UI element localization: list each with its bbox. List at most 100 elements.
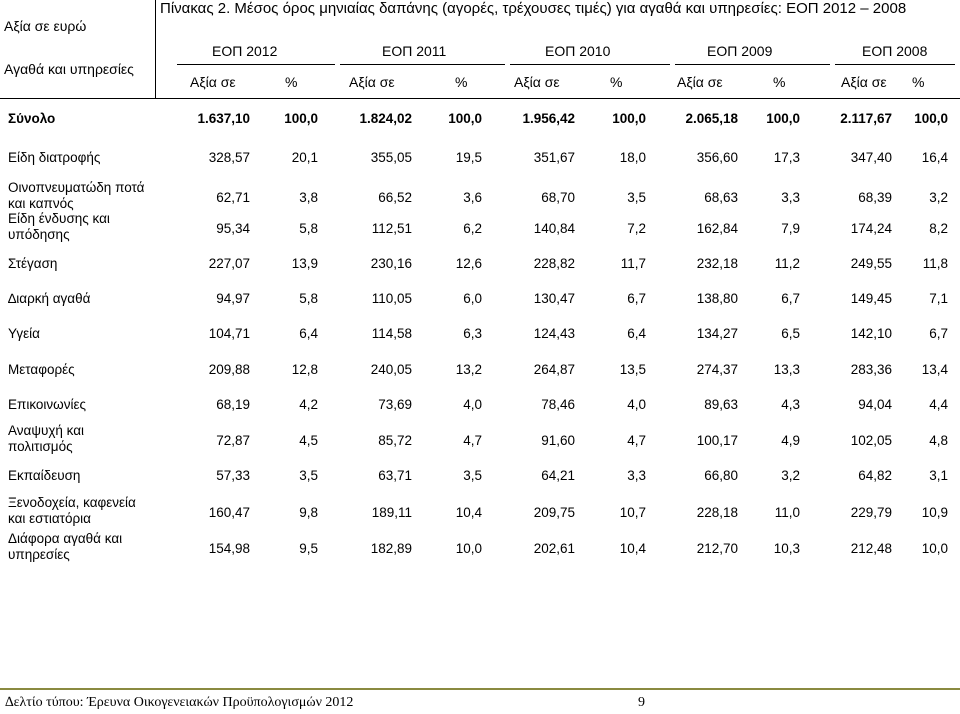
cell-value: 202,61	[533, 541, 575, 556]
row-label: Αναψυχή και πολιτισμός	[8, 423, 84, 455]
row-label-line: Αναψυχή και	[8, 423, 85, 438]
cell-percent: 3,5	[299, 468, 318, 483]
cell-value: 57,33	[216, 468, 250, 483]
row-label: Είδη διατροφής	[8, 150, 100, 166]
row-label-line: Εκπαίδευση	[8, 468, 81, 483]
cell-percent: 6,4	[299, 326, 318, 341]
cell-percent: 4,4	[929, 397, 948, 412]
cell-value: 68,19	[216, 397, 250, 412]
subheader-percent: %	[912, 74, 925, 90]
cell-value: 94,97	[216, 291, 250, 306]
subheader-percent: %	[455, 74, 468, 90]
cell-value: 73,69	[378, 397, 412, 412]
page-number: 9	[638, 695, 645, 710]
cell-percent: 17,3	[773, 150, 800, 165]
cell-value: 347,40	[850, 150, 892, 165]
cell-value: 85,72	[378, 433, 412, 448]
row-label: Είδη ένδυσης και υπόδησης	[8, 211, 110, 243]
row-label-line: Είδη διατροφής	[8, 150, 101, 165]
cell-value: 102,05	[850, 433, 892, 448]
cell-value: 1.637,10	[197, 111, 250, 126]
cell-value: 2.117,67	[840, 111, 892, 126]
row-label-line: ∆ιαρκή αγαθά	[8, 291, 91, 306]
subheader-percent: %	[610, 74, 623, 90]
cell-percent: 3,2	[781, 468, 800, 483]
cell-percent: 3,1	[929, 468, 948, 483]
row-label: Εκπαίδευση	[8, 468, 80, 484]
cell-value: 274,37	[696, 362, 738, 377]
cell-percent: 3,5	[627, 190, 646, 205]
cell-percent: 3,5	[463, 468, 482, 483]
cell-value: 227,07	[208, 256, 250, 271]
cell-value: 124,43	[533, 326, 575, 341]
cell-percent: 12,8	[291, 362, 318, 377]
cell-value: 94,04	[858, 397, 892, 412]
cell-value: 142,10	[850, 326, 892, 341]
cell-percent: 13,9	[291, 256, 318, 271]
year-header: ΕΟΠ 2011	[382, 43, 447, 59]
corner-label-goods: Αγαθά και υπηρεσίες	[4, 61, 134, 77]
cell-value: 100,17	[696, 433, 738, 448]
year-header: ΕΟΠ 2010	[545, 43, 611, 59]
cell-value: 134,27	[696, 326, 738, 341]
subheader-value: Αξία σε	[190, 74, 236, 90]
year-header: ΕΟΠ 2008	[862, 43, 928, 59]
row-label: Στέγαση	[8, 256, 57, 272]
subheader-percent: %	[285, 74, 298, 90]
cell-percent: 6,7	[781, 291, 800, 306]
cell-value: 162,84	[696, 221, 738, 236]
cell-value: 112,51	[371, 221, 412, 236]
row-label-line: Στέγαση	[8, 256, 58, 271]
cell-percent: 18,0	[619, 150, 646, 165]
cell-value: 66,80	[704, 468, 738, 483]
year-underline	[510, 64, 670, 65]
row-label: Επικοινωνίες	[8, 397, 86, 413]
cell-percent: 5,8	[299, 221, 318, 236]
table-title: Πίνακας 2. Μέσος όρος μηνιαίας δαπάνης (…	[160, 0, 907, 17]
cell-value: 212,70	[696, 541, 738, 556]
cell-percent: 10,4	[455, 505, 482, 520]
cell-percent: 4,9	[781, 433, 800, 448]
subheader-value: Αξία σε	[514, 74, 560, 90]
cell-percent: 6,7	[627, 291, 646, 306]
cell-value: 68,70	[541, 190, 575, 205]
row-label: Μεταφορές	[8, 362, 75, 378]
cell-percent: 100,0	[914, 111, 948, 126]
row-label-line: Επικοινωνίες	[8, 397, 86, 412]
row-label-line: και εστιατόρια	[8, 511, 91, 526]
cell-value: 355,05	[370, 150, 412, 165]
cell-value: 63,71	[378, 468, 412, 483]
cell-percent: 3,3	[627, 468, 646, 483]
subheader-percent: %	[773, 74, 786, 90]
cell-percent: 16,4	[921, 150, 948, 165]
cell-percent: 4,0	[463, 397, 482, 412]
cell-percent: 6,2	[463, 221, 482, 236]
row-label: Σύνολο	[8, 111, 55, 127]
cell-value: 328,57	[208, 150, 250, 165]
cell-percent: 11,7	[620, 256, 646, 271]
cell-value: 283,36	[850, 362, 892, 377]
cell-percent: 7,1	[929, 291, 948, 306]
cell-value: 64,82	[858, 468, 892, 483]
cell-percent: 13,5	[619, 362, 646, 377]
year-header: ΕΟΠ 2009	[707, 43, 773, 59]
cell-value: 1.956,42	[522, 111, 575, 126]
cell-value: 104,71	[208, 326, 250, 341]
cell-value: 174,24	[850, 221, 892, 236]
row-label-line: Σύνολο	[8, 111, 56, 126]
cell-value: 232,18	[696, 256, 738, 271]
row-label-line: Μεταφορές	[8, 362, 75, 377]
cell-percent: 10,3	[773, 541, 800, 556]
year-underline	[340, 64, 505, 65]
cell-percent: 4,3	[781, 397, 800, 412]
cell-value: 78,46	[541, 397, 575, 412]
header-rule	[0, 98, 960, 99]
cell-value: 228,18	[696, 505, 738, 520]
cell-value: 130,47	[533, 291, 575, 306]
cell-percent: 6,7	[929, 326, 948, 341]
cell-value: 212,48	[850, 541, 892, 556]
cell-value: 230,16	[370, 256, 412, 271]
row-label-line: υπηρεσίες	[8, 547, 70, 562]
cell-percent: 4,7	[463, 433, 482, 448]
row-label: Οινοπνευματώδη ποτά και καπνός	[8, 180, 144, 212]
